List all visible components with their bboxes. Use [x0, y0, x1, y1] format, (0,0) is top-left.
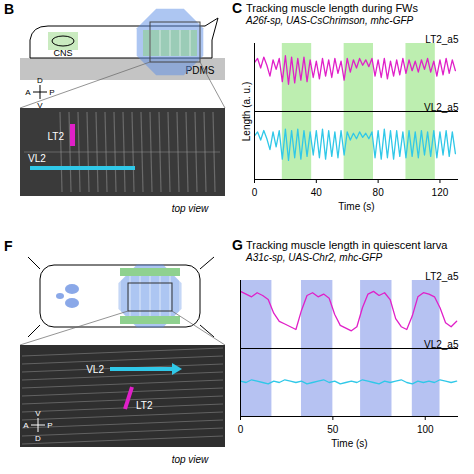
html-text:C Tracking muscle length durin: C Tracking muscle length during FWs	[232, 0, 418, 16]
svg-text:top view: top view	[172, 203, 209, 214]
svg-text:A: A	[23, 421, 29, 430]
svg-text:CNS: CNS	[53, 48, 72, 58]
html-text:A26f-sp, UAS-CsChrimson, mhc-G: A26f-sp, UAS-CsChrimson, mhc-GFP	[246, 15, 414, 26]
svg-text:0: 0	[252, 187, 258, 198]
svg-text:PDMS: PDMS	[185, 65, 215, 76]
svg-text:80: 80	[373, 187, 385, 198]
html-text:G Tracking muscle length in qu: G Tracking muscle length in quiescent la…	[232, 237, 448, 253]
svg-text:V: V	[35, 409, 41, 418]
svg-text:LT2: LT2	[48, 131, 65, 142]
svg-text:P: P	[47, 421, 52, 430]
svg-text:100: 100	[417, 424, 434, 435]
html-text:A31c-sp, UAS-Chr2, mhc-GFP: A31c-sp, UAS-Chr2, mhc-GFP	[246, 252, 383, 263]
svg-text:D: D	[37, 76, 43, 85]
svg-text:VL2: VL2	[86, 364, 104, 375]
svg-text:B: B	[4, 1, 14, 17]
svg-text:P: P	[49, 88, 55, 97]
svg-text:120: 120	[432, 187, 449, 198]
svg-text:Time (s): Time (s)	[331, 438, 367, 449]
svg-text:LT2: LT2	[136, 400, 153, 411]
svg-text:Time (s): Time (s)	[338, 201, 374, 212]
svg-text:LT2_a5: LT2_a5	[425, 271, 459, 282]
svg-text:V: V	[37, 101, 43, 110]
svg-text:D: D	[35, 434, 41, 443]
svg-text:40: 40	[311, 187, 323, 198]
svg-text:top view: top view	[172, 454, 209, 465]
svg-text:0: 0	[238, 424, 244, 435]
svg-text:VL2: VL2	[28, 153, 46, 164]
svg-text:LT2_a5: LT2_a5	[425, 34, 459, 45]
svg-text:VL2_a5: VL2_a5	[424, 339, 459, 350]
svg-text:Length (a. u.): Length (a. u.)	[241, 82, 252, 141]
svg-text:F: F	[4, 238, 13, 254]
svg-text:50: 50	[327, 424, 339, 435]
svg-text:VL2_a5: VL2_a5	[424, 102, 459, 113]
svg-text:A: A	[25, 88, 31, 97]
